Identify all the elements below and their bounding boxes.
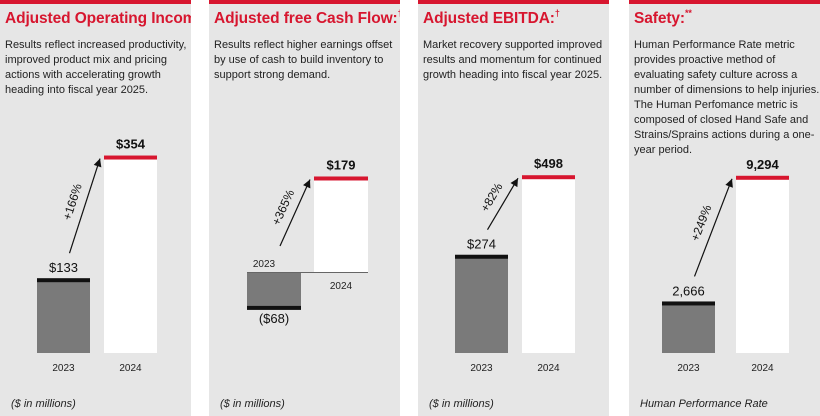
growth-arrowhead — [725, 178, 733, 188]
panel-title: Adjusted EBITDA:† — [423, 8, 560, 27]
value-label-2023: $133 — [49, 260, 78, 275]
accent-bar — [0, 0, 191, 4]
bar-2024-cap — [104, 155, 157, 160]
unit-label: ($ in millions) — [429, 398, 494, 410]
bar-2023 — [455, 255, 508, 353]
category-label-2023: 2023 — [52, 363, 75, 374]
value-label-2024: $498 — [534, 156, 563, 171]
bar-2023 — [247, 272, 301, 308]
growth-label: +82% — [478, 180, 506, 214]
category-label-2023: 2023 — [253, 259, 276, 270]
bar-2023-cap — [37, 278, 90, 283]
panel-title: Safety:** — [634, 8, 692, 27]
unit-label: Human Performance Rate — [640, 398, 768, 410]
panel-title: Adjusted Operating Income:*† — [5, 10, 191, 27]
value-label-2023: 2,666 — [672, 283, 705, 298]
bar-2023-cap — [662, 301, 715, 306]
panel-description: Results reflect higher earnings offset b… — [214, 39, 393, 81]
unit-label: ($ in millions) — [220, 398, 285, 410]
unit-label: ($ in millions) — [11, 398, 76, 410]
growth-label: +365% — [269, 187, 297, 227]
bar-2024-cap — [736, 175, 789, 180]
growth-arrowhead — [510, 178, 518, 188]
growth-arrow — [693, 178, 733, 277]
value-label-2024: $179 — [327, 157, 356, 172]
ebitda-chart: $274 $498 2023 2024 +82% — [455, 156, 575, 374]
growth-arrowhead — [93, 158, 102, 168]
bar-2023-cap — [247, 305, 301, 310]
value-label-2024: $354 — [116, 137, 146, 152]
bar-2024-cap — [522, 175, 575, 180]
category-label-2024: 2024 — [537, 363, 560, 374]
panel-safety: Safety:** Human Performance Rate metric … — [629, 0, 820, 416]
panel-operating-income: Adjusted Operating Income:*† Results ref… — [0, 0, 191, 416]
panel-description: Results reflect increased productivity, … — [5, 39, 187, 96]
growth-arrow — [68, 158, 101, 254]
growth-arrow — [486, 177, 519, 231]
category-label-2024: 2024 — [330, 281, 353, 292]
growth-arrow — [279, 179, 311, 247]
panel-description: Market recovery supported improved resul… — [423, 39, 603, 81]
panel-ebitda: Adjusted EBITDA:† Market recovery suppor… — [418, 0, 609, 416]
growth-label: +249% — [688, 203, 715, 244]
bar-2024 — [522, 176, 575, 353]
accent-bar — [629, 0, 820, 4]
bar-2024-cap — [314, 176, 368, 181]
bar-2024 — [104, 156, 157, 353]
panel-description: Human Performance Rate metric provides p… — [634, 39, 820, 156]
panel-free-cash-flow: Adjusted free Cash Flow:† Results reflec… — [209, 0, 400, 416]
panel-title: Adjusted free Cash Flow:† — [214, 8, 400, 27]
value-label-2023: $274 — [467, 237, 496, 252]
safety-chart: 2,666 9,294 2023 2024 +249% — [662, 157, 789, 374]
value-label-2024: 9,294 — [746, 157, 779, 172]
accent-bar — [209, 0, 400, 4]
value-label-2023: ($68) — [259, 311, 289, 326]
category-label-2024: 2024 — [751, 363, 774, 374]
growth-arrowhead — [303, 179, 311, 189]
bar-2023 — [37, 279, 90, 353]
category-label-2024: 2024 — [119, 363, 142, 374]
bar-2024 — [736, 176, 789, 353]
bar-2024 — [314, 177, 368, 272]
category-label-2023: 2023 — [470, 363, 493, 374]
accent-bar — [418, 0, 609, 4]
bar-2023-cap — [455, 254, 508, 259]
bar-2023 — [662, 302, 715, 353]
category-label-2023: 2023 — [677, 363, 700, 374]
free-cash-flow-chart: ($68) $179 2023 2024 +365% — [247, 157, 368, 326]
